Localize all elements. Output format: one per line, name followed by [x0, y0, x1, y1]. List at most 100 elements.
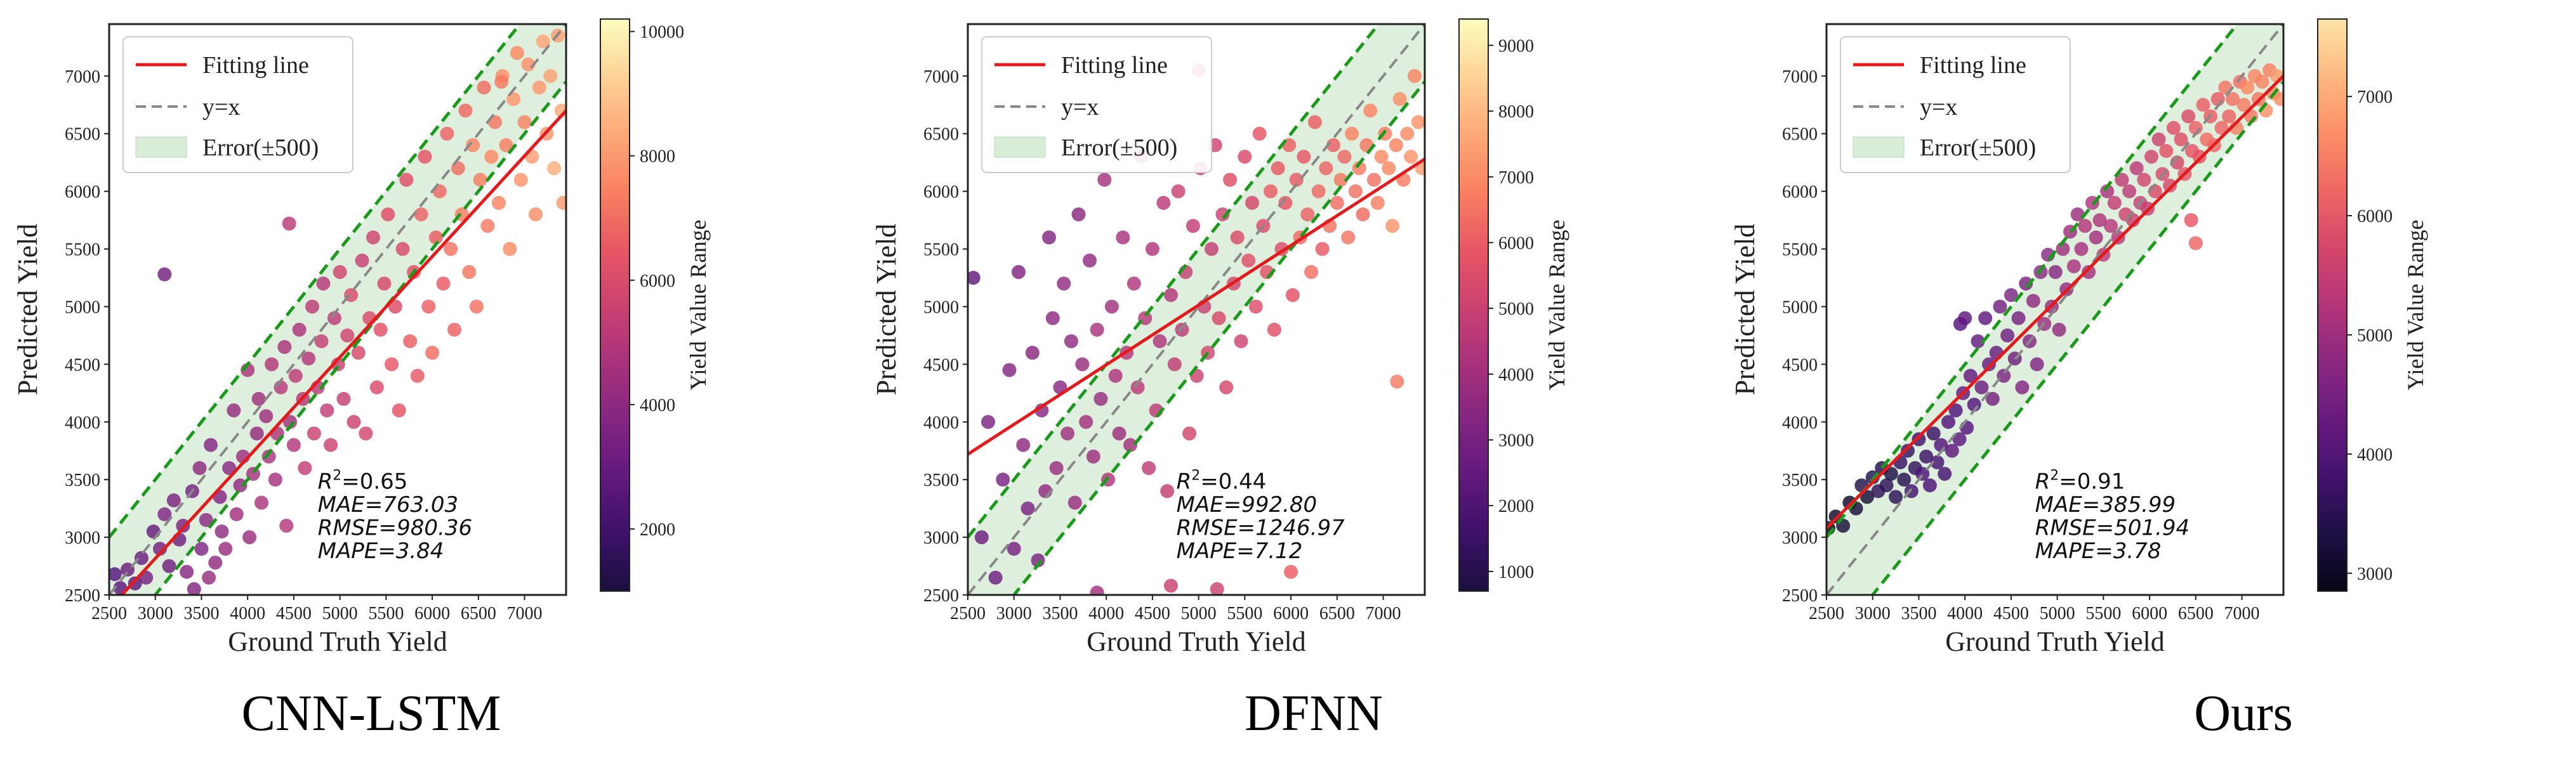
scatter-point — [1400, 126, 1415, 141]
scatter-point — [1945, 443, 1959, 458]
y-axis-label: Predicted Yield — [871, 224, 902, 396]
scatter-point — [1164, 578, 1178, 593]
scatter-point — [1083, 253, 1097, 268]
scatter-point — [286, 438, 301, 452]
scatter-point — [1219, 380, 1234, 395]
scatter-point — [1025, 346, 1040, 360]
scatter-point — [414, 207, 428, 221]
y-tick-label: 5500 — [1782, 240, 1818, 260]
scatter-point — [366, 230, 380, 245]
x-tick-label: 3000 — [1855, 604, 1891, 623]
scatter-point — [1912, 432, 1926, 447]
scatter-point — [1064, 334, 1078, 348]
scatter-point — [2144, 150, 2158, 164]
scatter-point — [1142, 461, 1156, 475]
scatter-point — [388, 299, 402, 314]
scatter-point — [532, 81, 546, 95]
x-tick-label: 6000 — [414, 604, 450, 623]
colorbar-tick-label: 5000 — [2357, 326, 2393, 346]
y-tick-label: 7000 — [923, 67, 959, 87]
y-tick-label: 3000 — [1782, 528, 1818, 548]
chart-ours: 2500 3000 3500 4000 4500 5000 5500 6000 6500 7000… — [1729, 18, 2428, 657]
legend-label: y=x — [202, 94, 240, 121]
scatter-point — [1919, 449, 1934, 464]
scatter-point — [1241, 253, 1256, 268]
scatter-point — [2192, 150, 2207, 164]
legend-label: Fitting line — [202, 52, 309, 79]
scatter-point — [2122, 184, 2137, 199]
y-tick-label: 2500 — [65, 586, 100, 606]
scatter-point — [279, 518, 294, 533]
scatter-point — [180, 564, 194, 579]
scatter-point — [480, 219, 495, 233]
scatter-point — [988, 570, 1003, 585]
scatter-point — [1930, 455, 1945, 469]
scatter-point — [340, 328, 355, 342]
scatter-point — [428, 230, 443, 245]
scatter-point — [347, 415, 361, 429]
error-band-lower — [1870, 81, 2283, 595]
scatter-point — [556, 195, 566, 210]
scatter-point — [2214, 121, 2229, 135]
scatter-point — [157, 267, 172, 282]
scatter-point — [1382, 161, 1396, 176]
caption-cnn-lstm: CNN-LSTM — [241, 686, 501, 741]
scatter-point — [153, 542, 167, 556]
scatter-point — [2174, 132, 2188, 147]
stat-mape: MAPE=7.12 — [1177, 538, 1303, 564]
scatter-point — [1374, 150, 1389, 164]
scatter-point — [1012, 264, 1026, 279]
scatter-point — [1156, 195, 1171, 210]
scatter-point — [1182, 426, 1197, 441]
scatter-point — [1108, 368, 1123, 383]
scatter-point — [2137, 173, 2151, 187]
colorbar — [2317, 18, 2348, 592]
scatter-point — [421, 299, 436, 314]
scatter-point — [1090, 585, 1104, 595]
plot-frame — [1825, 23, 2285, 596]
scatter-point — [254, 495, 268, 510]
scatter-point — [1286, 288, 1300, 303]
scatter-point — [1392, 92, 1407, 107]
x-tick-label: 4000 — [230, 604, 265, 623]
colorbar-tick-label: 6000 — [2357, 207, 2393, 226]
scatter-point — [2004, 288, 2018, 303]
scatter-point — [440, 126, 454, 141]
scatter-point — [1389, 138, 1403, 152]
x-tick-label: 4500 — [276, 604, 312, 623]
colorbar-tick-label: 3000 — [2357, 564, 2393, 584]
scatter-point — [305, 299, 319, 314]
y-tick-label: 2500 — [1782, 586, 1818, 606]
scatter-point — [981, 415, 995, 429]
scatter-point — [2104, 219, 2118, 233]
scatter-point — [1889, 490, 1903, 504]
y-tick-label: 4500 — [1782, 355, 1818, 375]
scatter-point — [1952, 432, 1967, 447]
scatter-point — [1130, 380, 1145, 395]
y-tick-label: 6000 — [65, 183, 100, 202]
scatter-point — [1060, 426, 1075, 441]
stat-mape: MAPE=3.84 — [318, 538, 444, 564]
scatter-point — [1020, 501, 1035, 516]
scatter-point — [1002, 363, 1017, 377]
scatter-point — [1345, 126, 1359, 141]
scatter-point — [282, 216, 296, 231]
stat-mae: MAE=763.03 — [318, 492, 459, 518]
scatter-point — [403, 334, 418, 348]
colorbar-label: Yield Value Range — [2403, 219, 2428, 390]
scatter-point — [447, 322, 461, 337]
legend: Fitting line y=x Error(±500) — [1840, 36, 2071, 173]
scatter-point — [1238, 150, 1252, 164]
scatter-point — [1234, 334, 1248, 348]
y-tick-label: 4000 — [1782, 413, 1818, 433]
scatter-point — [233, 478, 248, 493]
scatter-point — [292, 322, 307, 337]
scatter-point — [1967, 398, 1981, 412]
scatter-point — [166, 493, 181, 507]
scatter-point — [462, 264, 477, 279]
scatter-point — [1985, 391, 2000, 406]
scatter-point — [2163, 178, 2177, 193]
scatter-point — [307, 426, 321, 441]
scatter-point — [1252, 126, 1267, 141]
y-tick-label: 3500 — [1782, 471, 1818, 490]
